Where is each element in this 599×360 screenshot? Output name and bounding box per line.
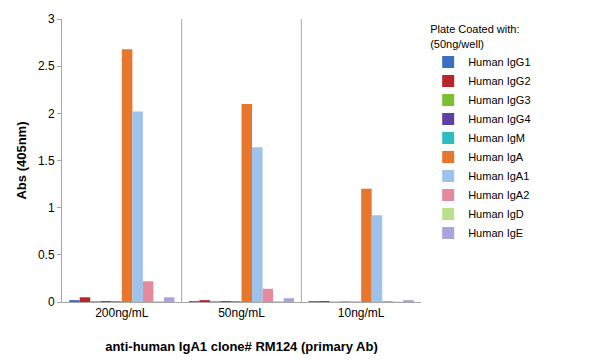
svg-text:Human IgG4: Human IgG4 [468,113,530,125]
svg-text:Human IgE: Human IgE [468,227,523,239]
svg-text:Human IgG2: Human IgG2 [468,75,530,87]
svg-text:Human IgG1: Human IgG1 [468,56,530,68]
svg-text:2: 2 [48,107,55,121]
svg-text:50ng/mL: 50ng/mL [218,306,265,320]
svg-text:0: 0 [48,295,55,309]
svg-text:Human IgA2: Human IgA2 [468,189,529,201]
svg-text:Abs (405nm): Abs (405nm) [14,121,29,199]
svg-text:Human IgM: Human IgM [468,132,525,144]
svg-text:Plate Coated with:(50ng/well): Plate Coated with:(50ng/well) [430,23,519,49]
svg-text:200ng/mL: 200ng/mL [95,306,149,320]
svg-text:0.5: 0.5 [38,248,55,262]
svg-text:Human IgD: Human IgD [468,208,524,220]
svg-text:10ng/mL: 10ng/mL [338,306,385,320]
svg-text:1: 1 [48,201,55,215]
svg-text:anti-human IgA1 clone# RM124 (: anti-human IgA1 clone# RM124 (primary Ab… [105,339,378,354]
svg-text:Human IgA: Human IgA [468,151,524,163]
svg-text:1.5: 1.5 [38,154,55,168]
svg-text:Human IgG3: Human IgG3 [468,94,530,106]
svg-text:3: 3 [48,12,55,26]
svg-text:Human IgA1: Human IgA1 [468,170,529,182]
svg-text:2.5: 2.5 [38,59,55,73]
